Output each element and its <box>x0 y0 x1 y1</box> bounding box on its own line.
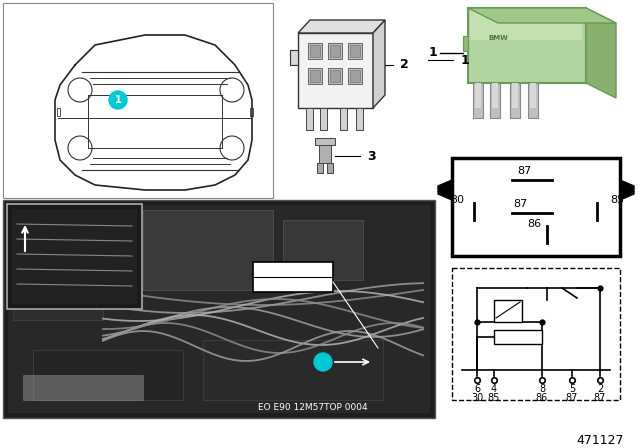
Bar <box>452 268 620 400</box>
Text: 87: 87 <box>594 393 606 403</box>
Text: 1: 1 <box>429 47 437 60</box>
Bar <box>340 108 347 130</box>
Text: BMW: BMW <box>488 35 508 41</box>
Bar <box>350 45 360 57</box>
Text: 1: 1 <box>461 53 470 66</box>
Bar <box>319 145 331 163</box>
Text: 87: 87 <box>513 199 527 209</box>
Bar <box>348 68 362 84</box>
Bar <box>348 43 362 59</box>
Bar <box>310 70 320 82</box>
Text: 30: 30 <box>450 195 464 205</box>
Bar <box>528 83 538 118</box>
Bar <box>7 204 142 309</box>
Bar <box>492 83 498 108</box>
Polygon shape <box>468 8 616 23</box>
Text: K2085: K2085 <box>273 264 312 274</box>
Text: 6: 6 <box>474 384 480 394</box>
Bar <box>512 83 518 108</box>
Bar <box>356 108 363 130</box>
Polygon shape <box>586 8 616 98</box>
Bar <box>308 43 322 59</box>
Bar <box>250 108 253 116</box>
Bar <box>298 33 373 108</box>
Bar <box>57 108 60 116</box>
Bar <box>494 300 522 322</box>
Text: 1: 1 <box>319 357 326 367</box>
Bar <box>308 68 322 84</box>
Text: 30: 30 <box>471 393 483 403</box>
Bar <box>530 83 536 108</box>
Bar <box>8 205 430 413</box>
Bar <box>475 83 481 108</box>
Bar <box>463 36 468 51</box>
Text: 1: 1 <box>115 95 122 105</box>
Text: 87: 87 <box>566 393 578 403</box>
Bar <box>12 209 137 304</box>
Bar <box>510 83 520 118</box>
Bar <box>3 200 435 418</box>
Bar <box>350 70 360 82</box>
Bar <box>283 220 363 280</box>
Bar <box>290 50 298 65</box>
Text: 85: 85 <box>488 393 500 403</box>
Text: 8: 8 <box>539 384 545 394</box>
Bar <box>306 108 313 130</box>
Bar <box>327 163 333 173</box>
Polygon shape <box>373 20 385 108</box>
Bar <box>452 158 620 256</box>
Bar <box>328 68 342 84</box>
Bar <box>317 163 323 173</box>
Bar <box>328 43 342 59</box>
Bar <box>23 375 143 400</box>
Bar <box>315 138 335 145</box>
Text: 86: 86 <box>536 393 548 403</box>
Bar <box>494 330 542 344</box>
Bar <box>473 83 483 118</box>
Bar <box>330 70 340 82</box>
Bar <box>203 340 383 400</box>
Text: 471127: 471127 <box>576 434 624 447</box>
Bar <box>143 210 273 290</box>
Polygon shape <box>298 20 385 33</box>
Bar <box>13 230 103 320</box>
Bar <box>468 8 586 83</box>
Bar <box>310 45 320 57</box>
Bar <box>253 262 333 292</box>
Text: 87: 87 <box>517 166 531 176</box>
Bar <box>3 3 273 198</box>
Text: 2: 2 <box>400 59 409 72</box>
Text: 3: 3 <box>367 150 376 163</box>
Text: 4: 4 <box>491 384 497 394</box>
Bar <box>470 10 582 40</box>
Circle shape <box>314 353 332 371</box>
Bar <box>33 350 183 400</box>
Bar <box>330 45 340 57</box>
Polygon shape <box>438 180 452 200</box>
Polygon shape <box>620 180 634 200</box>
Text: 85: 85 <box>610 195 624 205</box>
Text: 2: 2 <box>597 384 603 394</box>
Bar <box>490 83 500 118</box>
Text: 5: 5 <box>569 384 575 394</box>
Text: EO E90 12M57TOP 0004: EO E90 12M57TOP 0004 <box>258 404 368 413</box>
Text: X02085: X02085 <box>269 279 317 289</box>
Bar <box>320 108 327 130</box>
Text: 86: 86 <box>527 219 541 229</box>
Circle shape <box>109 91 127 109</box>
